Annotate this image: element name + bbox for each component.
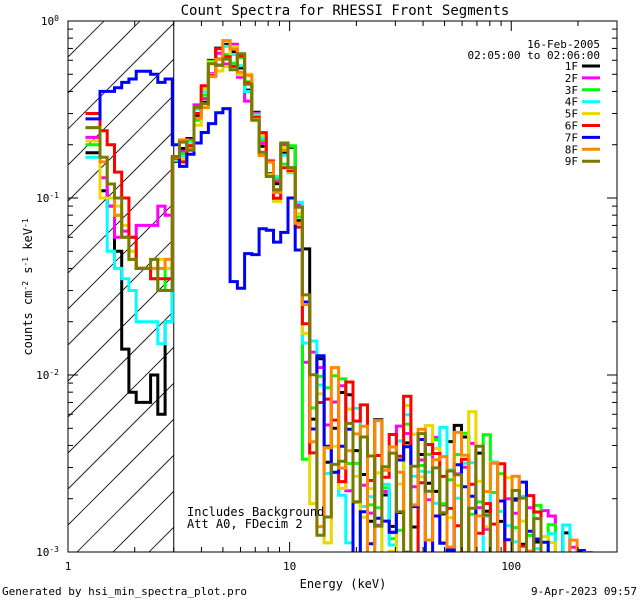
hatch-line [68, 310, 174, 418]
y-axis-label-part: keV [21, 228, 35, 257]
y-axis-label-part: -1 [21, 218, 30, 228]
y-axis-label-part: -1 [21, 257, 30, 267]
legend-label-8F: 8F [565, 143, 578, 156]
y-axis-label-part: counts cm [21, 291, 35, 356]
hatched-region [68, 21, 175, 552]
y-axis-label: counts cm-2 s-1 keV-1 [21, 218, 36, 355]
legend-time-range: 02:05:00 to 02:06:00 [468, 49, 600, 62]
hatch-line [68, 166, 174, 274]
legend-label-9F: 9F [565, 155, 578, 168]
plot-frame [67, 20, 618, 553]
hatch-line [76, 454, 174, 552]
series-layer [85, 39, 594, 552]
hatch-lines [68, 21, 174, 552]
y-tick-base: 10 [36, 546, 49, 559]
x-tick-label: 100 [501, 560, 521, 573]
annotation-attenuator: Att A0, FDecim 2 [187, 517, 303, 531]
y-tick-label: 100 [41, 14, 59, 29]
hatch-line [68, 238, 174, 346]
y-axis-label-part: -2 [21, 281, 30, 291]
x-tick-label: 1 [65, 560, 72, 573]
footer-generated-by: Generated by hsi_min_spectra_plot.pro [2, 585, 247, 598]
legend-label-3F: 3F [565, 84, 578, 97]
hatch-line [68, 130, 174, 238]
series-line-9F [85, 52, 543, 552]
hatch-line [68, 22, 174, 130]
hatch-line [68, 382, 174, 490]
hatch-line [68, 21, 69, 22]
legend-label-6F: 6F [565, 120, 578, 133]
hatch-line [68, 418, 174, 526]
y-tick-exponent: 0 [54, 14, 59, 23]
chart-title: Count Spectra for RHESSI Front Segments [181, 3, 510, 19]
y-tick-exponent: -3 [49, 545, 59, 554]
hatch-line [68, 274, 174, 382]
hatch-line [68, 94, 174, 202]
y-tick-exponent: -2 [49, 368, 59, 377]
y-tick-label: 10-1 [36, 191, 59, 206]
footer-timestamp: 9-Apr-2023 09:57 [531, 585, 637, 598]
legend-label-4F: 4F [565, 96, 578, 109]
y-tick-base: 10 [41, 15, 54, 28]
legend-label-2F: 2F [565, 72, 578, 85]
legend-label-5F: 5F [565, 108, 578, 121]
hatch-line [68, 21, 105, 58]
y-tick-exponent: -1 [49, 191, 59, 200]
y-axis-label-part: s [21, 267, 35, 281]
hatch-line [68, 58, 174, 166]
x-tick-label: 10 [283, 560, 296, 573]
y-tick-base: 10 [36, 192, 49, 205]
y-tick-label: 10-3 [36, 545, 59, 560]
legend-date: 16-Feb-2005 [527, 38, 600, 51]
legend-label-7F: 7F [565, 131, 578, 144]
y-tick-base: 10 [36, 369, 49, 382]
hatch-line [68, 202, 174, 310]
legend: 16-Feb-2005 02:05:00 to 02:06:00 1F2F3F4… [468, 38, 600, 168]
x-axis-label: Energy (keV) [300, 577, 387, 591]
legend-label-1F: 1F [565, 60, 578, 73]
annotation-background: Includes Background [187, 505, 324, 519]
y-tick-label: 10-2 [36, 368, 59, 383]
